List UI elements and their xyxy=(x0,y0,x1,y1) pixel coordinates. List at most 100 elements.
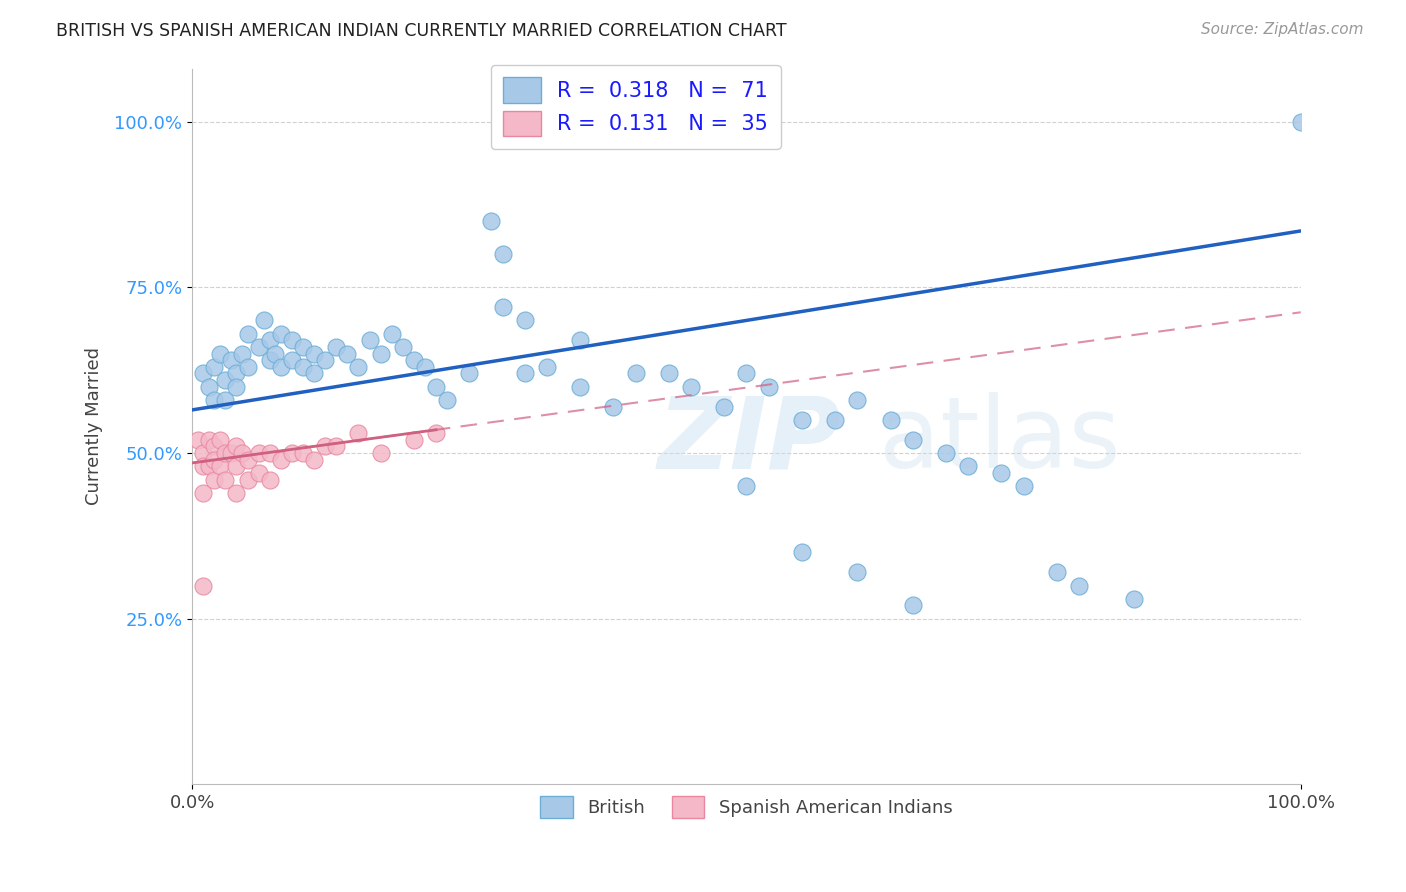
Point xyxy=(513,367,536,381)
Point xyxy=(336,346,359,360)
Point xyxy=(214,392,236,407)
Point xyxy=(658,367,681,381)
Text: ZIP: ZIP xyxy=(658,392,841,490)
Legend: British, Spanish American Indians: British, Spanish American Indians xyxy=(533,789,960,825)
Point xyxy=(236,473,259,487)
Point xyxy=(219,446,242,460)
Point xyxy=(197,433,219,447)
Point xyxy=(292,446,315,460)
Point xyxy=(846,566,869,580)
Point xyxy=(824,413,846,427)
Point xyxy=(370,446,392,460)
Point xyxy=(436,392,458,407)
Point xyxy=(202,392,225,407)
Point xyxy=(236,452,259,467)
Point xyxy=(202,473,225,487)
Point xyxy=(1067,578,1090,592)
Point xyxy=(302,452,325,467)
Point xyxy=(790,413,813,427)
Point xyxy=(402,353,425,368)
Point xyxy=(347,426,370,441)
Point xyxy=(1289,114,1312,128)
Text: atlas: atlas xyxy=(880,392,1121,490)
Point xyxy=(901,433,924,447)
Point xyxy=(253,313,276,327)
Point xyxy=(197,459,219,474)
Point xyxy=(247,466,270,480)
Point xyxy=(458,367,481,381)
Point xyxy=(193,578,215,592)
Point xyxy=(202,452,225,467)
Point xyxy=(225,380,247,394)
Point xyxy=(225,367,247,381)
Point xyxy=(270,359,292,374)
Point xyxy=(219,353,242,368)
Point xyxy=(391,340,413,354)
Point xyxy=(990,466,1012,480)
Point xyxy=(413,359,436,374)
Point xyxy=(281,446,304,460)
Point xyxy=(491,247,513,261)
Point xyxy=(193,367,215,381)
Point xyxy=(402,433,425,447)
Point xyxy=(481,214,503,228)
Point xyxy=(1012,479,1035,493)
Point xyxy=(197,380,219,394)
Point xyxy=(193,459,215,474)
Point xyxy=(957,459,980,474)
Point xyxy=(208,459,231,474)
Text: BRITISH VS SPANISH AMERICAN INDIAN CURRENTLY MARRIED CORRELATION CHART: BRITISH VS SPANISH AMERICAN INDIAN CURRE… xyxy=(56,22,787,40)
Point xyxy=(247,340,270,354)
Point xyxy=(193,485,215,500)
Point xyxy=(325,439,347,453)
Point xyxy=(359,334,381,348)
Point xyxy=(247,446,270,460)
Point xyxy=(370,346,392,360)
Point xyxy=(425,426,447,441)
Point xyxy=(264,346,287,360)
Point xyxy=(347,359,370,374)
Point xyxy=(901,599,924,613)
Point xyxy=(202,359,225,374)
Point xyxy=(758,380,780,394)
Point xyxy=(846,392,869,407)
Point xyxy=(491,300,513,314)
Point xyxy=(202,439,225,453)
Point xyxy=(735,479,758,493)
Point xyxy=(569,380,592,394)
Point xyxy=(259,353,281,368)
Point xyxy=(302,367,325,381)
Point xyxy=(193,446,215,460)
Point xyxy=(624,367,647,381)
Point xyxy=(208,433,231,447)
Point xyxy=(735,367,758,381)
Point xyxy=(302,346,325,360)
Point xyxy=(314,439,336,453)
Point xyxy=(790,545,813,559)
Y-axis label: Currently Married: Currently Married xyxy=(86,348,103,506)
Point xyxy=(259,334,281,348)
Point xyxy=(214,473,236,487)
Point xyxy=(292,359,315,374)
Point xyxy=(325,340,347,354)
Point xyxy=(602,400,624,414)
Point xyxy=(214,446,236,460)
Point xyxy=(679,380,702,394)
Point xyxy=(381,326,404,341)
Point xyxy=(208,346,231,360)
Point xyxy=(236,326,259,341)
Point xyxy=(314,353,336,368)
Point xyxy=(292,340,315,354)
Point xyxy=(1046,566,1069,580)
Point xyxy=(187,433,209,447)
Point xyxy=(281,353,304,368)
Point xyxy=(214,373,236,387)
Point xyxy=(225,459,247,474)
Point xyxy=(536,359,558,374)
Point xyxy=(259,446,281,460)
Point xyxy=(225,485,247,500)
Point xyxy=(231,446,253,460)
Point xyxy=(1123,591,1146,606)
Point xyxy=(259,473,281,487)
Point xyxy=(281,334,304,348)
